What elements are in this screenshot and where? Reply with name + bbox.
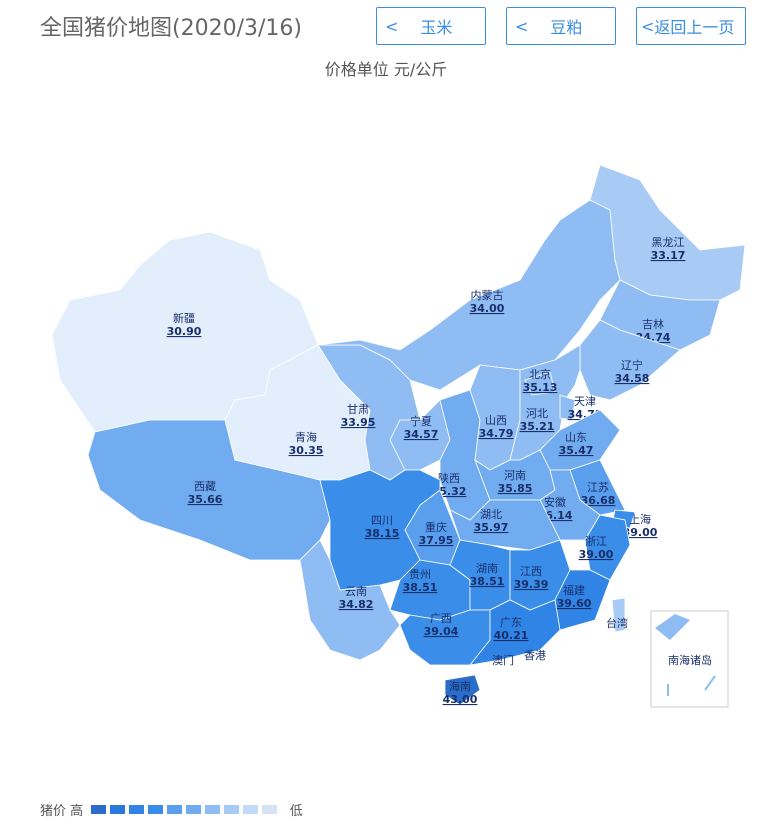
legend-swatch-0[interactable]	[91, 805, 107, 814]
province-19-value: 39.00	[579, 548, 614, 561]
province-33-name: 澳门	[492, 653, 514, 667]
province-12-shape[interactable]	[524, 371, 556, 396]
legend-swatch-3[interactable]	[148, 805, 164, 814]
province-22-value: 38.15	[365, 527, 400, 540]
legend-swatch-2[interactable]	[129, 805, 145, 814]
legend-swatch-4[interactable]	[167, 805, 183, 814]
legend-swatch-9[interactable]	[262, 805, 278, 814]
province-5-value: 33.17	[651, 249, 686, 262]
province-4-name: 内蒙古	[471, 288, 504, 302]
province-26-value: 39.39	[514, 578, 549, 591]
chevron-left-icon: <	[385, 16, 399, 36]
province-32-name: 香港	[524, 649, 546, 662]
province-8-value: 34.57	[404, 428, 439, 441]
province-31-name: 台湾	[606, 616, 628, 630]
province-2-name: 青海	[295, 430, 317, 444]
province-23-name: 云南	[345, 585, 367, 598]
chevron-left-icon: <	[641, 16, 655, 36]
province-25-name: 湖南	[476, 562, 498, 575]
inset-label: 南海诸岛	[668, 653, 712, 667]
corn-label: 玉米	[420, 18, 453, 37]
province-23-value: 34.82	[339, 598, 374, 611]
province-16-name: 江苏	[587, 481, 609, 494]
province-12-name: 北京	[529, 367, 551, 381]
province-7-value: 34.58	[615, 372, 650, 385]
province-5-name: 黑龙江	[652, 236, 685, 249]
province-10-value: 34.79	[479, 427, 514, 440]
legend-swatch-1[interactable]	[110, 805, 126, 814]
chevron-left-icon: <	[515, 16, 529, 36]
province-29-name: 广东	[500, 616, 522, 629]
province-22-name: 四川	[371, 514, 393, 527]
province-29-value: 40.21	[494, 629, 529, 642]
province-6-name: 吉林	[642, 317, 664, 331]
province-11-value: 35.21	[520, 420, 555, 433]
province-0-name: 新疆	[173, 311, 195, 325]
province-17-shape[interactable]	[539, 469, 601, 541]
province-27-value: 39.60	[557, 597, 592, 610]
province-30-value: 43.00	[443, 693, 478, 706]
back-button[interactable]: < 返回上一页	[636, 7, 746, 45]
province-31-shape[interactable]	[611, 597, 626, 633]
legend-high: 高	[70, 804, 84, 819]
province-3-name: 甘肃	[347, 403, 369, 416]
province-11-name: 河北	[526, 407, 548, 420]
province-15-name: 河南	[504, 469, 526, 482]
legend-label: 猪价	[40, 804, 67, 819]
page-title: 全国猪价地图(2020/3/16)	[40, 16, 302, 41]
legend-swatches[interactable]	[91, 805, 281, 814]
province-17-name: 安徽	[544, 495, 566, 509]
legend-swatch-5[interactable]	[186, 805, 202, 814]
soymeal-button[interactable]: < 豆粕	[506, 7, 616, 45]
province-20-name: 湖北	[480, 508, 502, 521]
province-24-value: 38.51	[403, 581, 438, 594]
legend-swatch-8[interactable]	[243, 805, 259, 814]
legend-swatch-6[interactable]	[205, 805, 221, 814]
legend: 猪价 高 低	[40, 800, 303, 819]
province-9-name: 陕西	[438, 471, 460, 485]
province-10-name: 山西	[485, 414, 507, 427]
province-1-value: 35.66	[188, 493, 223, 506]
province-30-name: 海南	[449, 679, 471, 693]
province-18-name: 上海	[629, 512, 651, 526]
province-25-value: 38.51	[470, 575, 505, 588]
unit-label: 价格单位 元/公斤	[324, 60, 448, 79]
province-8-name: 宁夏	[410, 414, 432, 428]
province-28-value: 39.04	[424, 625, 459, 638]
province-24-name: 贵州	[409, 568, 431, 581]
province-14-name: 山东	[565, 431, 587, 444]
province-7-name: 辽宁	[621, 358, 643, 372]
province-5-shape[interactable]	[589, 164, 746, 301]
province-29-shape[interactable]	[469, 599, 561, 666]
soymeal-label: 豆粕	[550, 18, 583, 37]
province-30-shape[interactable]	[444, 674, 481, 706]
province-4-value: 34.00	[470, 302, 505, 315]
province-12-value: 35.13	[523, 381, 558, 394]
province-1-name: 西藏	[194, 480, 216, 493]
province-2-value: 30.35	[289, 444, 324, 457]
province-26-name: 江西	[520, 565, 542, 578]
province-18-value: 39.00	[623, 526, 658, 539]
province-13-shape[interactable]	[559, 394, 576, 421]
province-13-name: 天津	[574, 395, 596, 408]
province-0-value: 30.90	[167, 325, 202, 338]
province-21-value: 37.95	[419, 534, 454, 547]
province-21-name: 重庆	[425, 520, 447, 534]
province-15-value: 35.85	[498, 482, 533, 495]
province-19-name: 浙江	[585, 535, 607, 548]
back-label: 返回上一页	[654, 18, 735, 37]
province-3-value: 33.95	[341, 416, 376, 429]
province-20-value: 35.97	[474, 521, 509, 534]
legend-low: 低	[289, 804, 303, 819]
province-14-value: 35.47	[559, 444, 594, 457]
province-28-name: 广西	[430, 612, 452, 625]
corn-button[interactable]: < 玉米	[376, 7, 486, 45]
south-china-sea-inset: 南海诸岛	[650, 610, 729, 708]
province-27-name: 福建	[563, 583, 585, 597]
province-16-value: 36.68	[581, 494, 616, 507]
legend-swatch-7[interactable]	[224, 805, 240, 814]
